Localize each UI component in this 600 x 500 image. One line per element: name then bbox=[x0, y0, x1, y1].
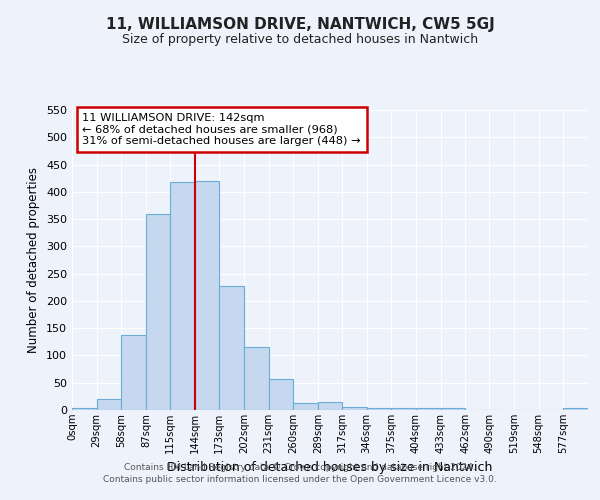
Text: Contains public sector information licensed under the Open Government Licence v3: Contains public sector information licen… bbox=[103, 475, 497, 484]
Bar bbox=[220, 286, 244, 410]
Bar bbox=[170, 182, 194, 410]
Bar bbox=[293, 404, 318, 410]
Bar bbox=[367, 408, 391, 410]
Bar bbox=[563, 408, 588, 410]
Bar bbox=[416, 408, 440, 410]
Bar bbox=[97, 399, 121, 410]
Bar bbox=[146, 214, 170, 410]
Text: 11, WILLIAMSON DRIVE, NANTWICH, CW5 5GJ: 11, WILLIAMSON DRIVE, NANTWICH, CW5 5GJ bbox=[106, 18, 494, 32]
Bar bbox=[194, 181, 220, 410]
Bar bbox=[318, 402, 342, 410]
Bar bbox=[244, 346, 269, 410]
Bar bbox=[440, 408, 466, 410]
Bar bbox=[342, 406, 367, 410]
Text: Size of property relative to detached houses in Nantwich: Size of property relative to detached ho… bbox=[122, 32, 478, 46]
Text: Contains HM Land Registry data © Crown copyright and database right 2024.: Contains HM Land Registry data © Crown c… bbox=[124, 464, 476, 472]
Bar bbox=[121, 334, 146, 410]
Y-axis label: Number of detached properties: Number of detached properties bbox=[28, 167, 40, 353]
Bar bbox=[391, 408, 416, 410]
Text: 11 WILLIAMSON DRIVE: 142sqm
← 68% of detached houses are smaller (968)
31% of se: 11 WILLIAMSON DRIVE: 142sqm ← 68% of det… bbox=[82, 113, 361, 146]
Bar bbox=[269, 380, 293, 410]
X-axis label: Distribution of detached houses by size in Nantwich: Distribution of detached houses by size … bbox=[167, 462, 493, 474]
Bar bbox=[72, 408, 97, 410]
